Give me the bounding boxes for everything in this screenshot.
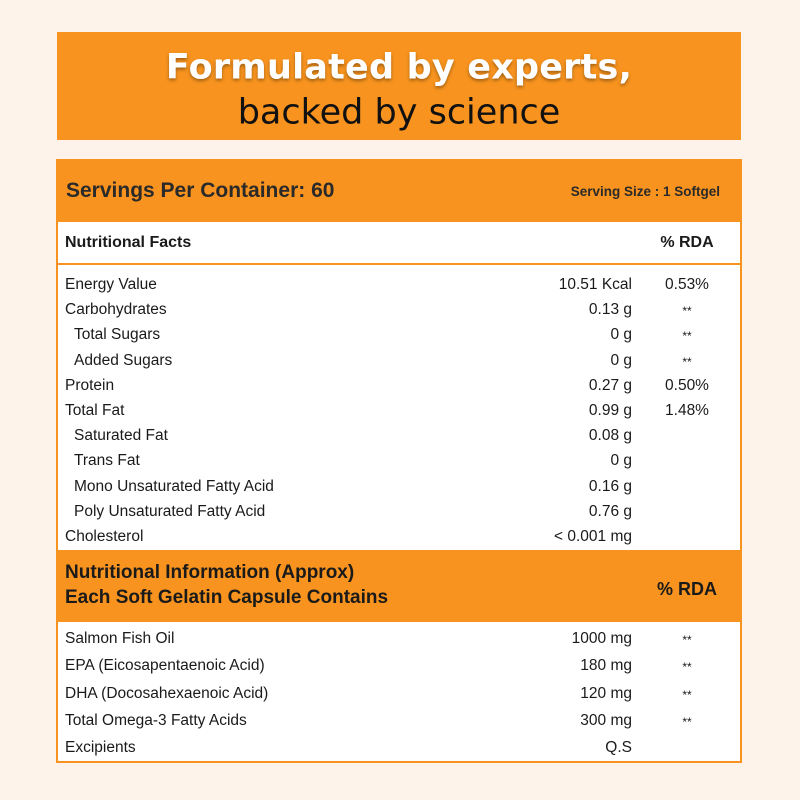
nutrition-panel: Servings Per Container: 60 Serving Size … — [56, 159, 742, 763]
row-label: Trans Fat — [74, 452, 140, 470]
servings-header: Servings Per Container: 60 Serving Size … — [58, 161, 740, 222]
row-rda: ** — [682, 329, 692, 344]
row-label: DHA (Docosahexaenoic Acid) — [65, 684, 269, 702]
row-label: Added Sugars — [74, 351, 173, 369]
row-value: Q.S — [605, 739, 632, 757]
row-value: 120 mg — [580, 684, 632, 702]
info-heading-line-2: Each Soft Gelatin Capsule Contains — [65, 587, 389, 608]
info-header: Nutritional Information (Approx) Each So… — [58, 550, 740, 622]
row-value: < 0.001 mg — [554, 528, 632, 545]
row-label: Excipients — [65, 739, 136, 757]
facts-heading: Nutritional Facts — [65, 234, 192, 251]
row-value: 0.27 g — [588, 376, 632, 394]
row-rda: 0.53% — [665, 276, 709, 293]
row-value: 0.13 g — [588, 301, 632, 319]
servings-per-container: Servings Per Container: 60 — [66, 179, 335, 202]
row-label: Total Fat — [65, 402, 125, 419]
row-rda: ** — [682, 304, 692, 319]
row-label: Saturated Fat — [74, 427, 168, 445]
row-value: 0.16 g — [588, 477, 632, 495]
row-label: Total Omega-3 Fatty Acids — [65, 711, 247, 729]
row-value: 0.08 g — [588, 427, 632, 445]
row-value: 300 mg — [580, 711, 632, 729]
row-rda: 0.50% — [665, 376, 709, 394]
row-label: Mono Unsaturated Fatty Acid — [74, 477, 274, 495]
serving-size: Serving Size : 1 Softgel — [570, 184, 720, 199]
row-rda: ** — [682, 714, 692, 729]
info-heading-line-1: Nutritional Information (Approx) — [65, 562, 355, 583]
row-label: Protein — [65, 376, 115, 394]
headline-line-2: backed by science — [237, 92, 561, 133]
facts-rda-heading: % RDA — [660, 234, 714, 251]
row-label: Total Sugars — [74, 326, 161, 344]
headline-line-1: Formulated by experts, — [165, 47, 633, 88]
row-value: 0.99 g — [588, 402, 632, 419]
row-value: 10.51 Kcal — [558, 276, 632, 293]
row-value: 0 g — [610, 452, 632, 470]
row-rda: ** — [682, 660, 692, 675]
row-rda: ** — [682, 633, 692, 647]
divider — [58, 263, 740, 265]
row-rda: 1.48% — [665, 402, 709, 419]
divider — [58, 620, 740, 622]
row-value: 0.76 g — [588, 502, 632, 520]
row-rda: ** — [682, 687, 692, 702]
row-rda: ** — [682, 354, 692, 369]
row-value: 0 g — [610, 351, 632, 369]
row-label: Poly Unsaturated Fatty Acid — [74, 502, 266, 520]
row-value: 0 g — [610, 326, 632, 344]
info-rda-heading: % RDA — [656, 579, 717, 599]
row-label: Energy Value — [65, 276, 157, 293]
row-value: 180 mg — [580, 657, 632, 675]
row-label: EPA (Eicosapentaenoic Acid) — [65, 657, 265, 675]
row-value: 1000 mg — [571, 630, 632, 647]
row-label: Cholesterol — [65, 528, 144, 545]
row-label: Salmon Fish Oil — [65, 630, 175, 647]
headline-banner: Formulated by experts, backed by science — [57, 32, 741, 140]
row-label: Carbohydrates — [65, 301, 167, 319]
